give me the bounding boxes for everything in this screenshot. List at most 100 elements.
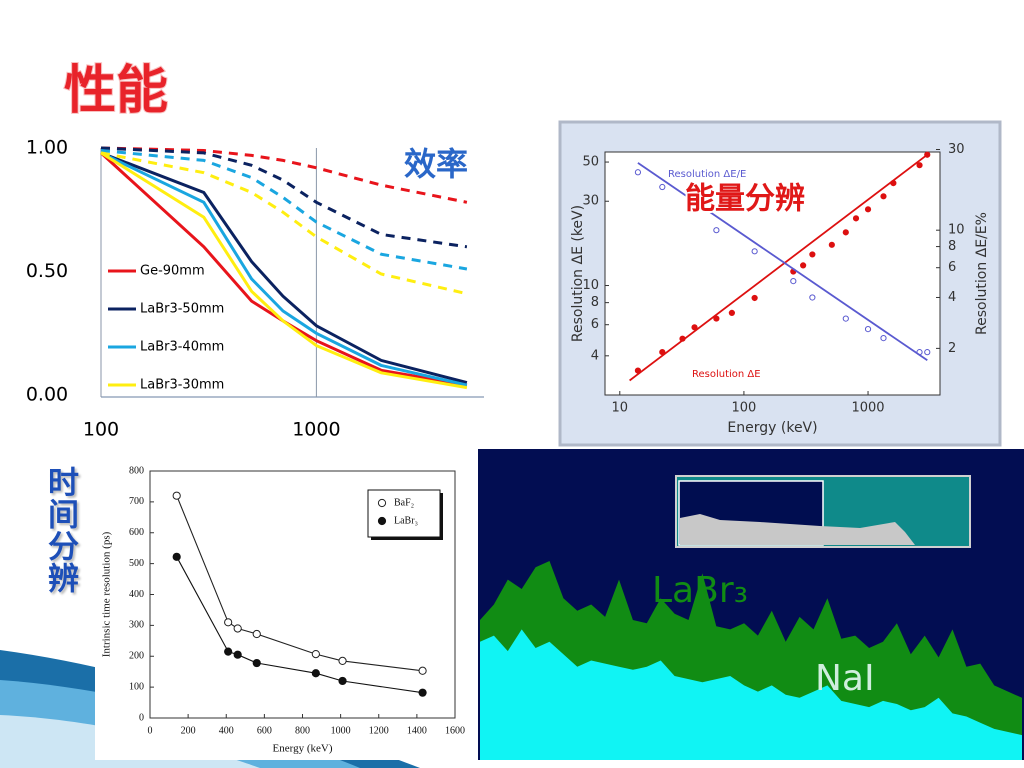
x-tick-label: 1600 — [445, 725, 465, 736]
x-axis-label: Energy (keV) — [727, 420, 817, 436]
x-tick-label: 1000 — [292, 419, 340, 441]
data-point — [311, 669, 320, 678]
data-point — [916, 162, 923, 169]
series-line — [100, 151, 468, 296]
y2-tick-label: 2 — [948, 341, 956, 356]
slide-title: 性能 — [64, 61, 168, 121]
legend-label: LaBr3-30mm — [140, 378, 224, 393]
legend-marker — [377, 516, 387, 526]
data-point — [634, 169, 642, 176]
series-line — [100, 149, 468, 271]
y-tick-label: 50 — [582, 155, 599, 170]
x-tick-label: 1000 — [851, 401, 884, 416]
series-label: NaI — [815, 658, 875, 699]
data-point — [252, 629, 261, 639]
legend-label: Ge-90mm — [140, 264, 205, 279]
data-point — [224, 647, 233, 656]
data-point — [713, 315, 720, 322]
y-tick-label: 600 — [129, 527, 144, 538]
data-point — [809, 294, 816, 301]
y-axis-label: Resolution ΔE (keV) — [570, 205, 586, 342]
y-tick-label: 30 — [582, 194, 599, 209]
side-label: 时间分辨 — [42, 466, 78, 594]
y-tick-label: 400 — [129, 589, 144, 600]
data-point — [880, 193, 887, 200]
y-tick-label: 500 — [129, 558, 144, 569]
data-point — [751, 248, 758, 255]
y2-axis-label: Resolution ΔE/E% — [974, 212, 990, 335]
y2-tick-label: 6 — [948, 260, 956, 275]
y-tick-label: 0.00 — [26, 384, 68, 406]
y-axis-label: Intrinsic time resolution (ps) — [101, 531, 113, 657]
data-point — [864, 206, 872, 213]
x-tick-label: 10 — [612, 401, 629, 416]
data-point — [852, 215, 860, 222]
series-label: LaBr₃ — [652, 570, 748, 611]
series-line — [100, 146, 468, 204]
y2-tick-label: 10 — [948, 223, 965, 238]
series-line — [100, 151, 468, 390]
legend-label: Resolution ΔE/E — [668, 169, 746, 180]
data-point — [800, 262, 807, 269]
y-tick-label: 0.50 — [26, 260, 68, 282]
data-point — [924, 349, 931, 356]
x-tick-label: 600 — [257, 725, 272, 736]
x-tick-label: 100 — [732, 401, 757, 416]
y-tick-label: 0 — [139, 712, 144, 723]
data-point — [842, 315, 849, 322]
data-point — [338, 676, 347, 686]
data-point — [224, 618, 233, 627]
data-point — [252, 658, 261, 668]
y-tick-label: 100 — [129, 681, 144, 692]
y-tick-label: 8 — [591, 295, 599, 310]
data-point — [751, 294, 758, 302]
data-point — [842, 229, 849, 236]
legend-label: LaBr3-50mm — [140, 302, 224, 317]
data-point — [338, 656, 347, 665]
data-point — [828, 241, 835, 248]
y-tick-label: 1.00 — [26, 137, 68, 159]
y-tick-label: 4 — [591, 348, 599, 363]
x-tick-label: 1400 — [407, 725, 427, 736]
annotation: 能量分辨 — [685, 182, 805, 217]
data-point — [418, 666, 427, 675]
legend-label: Resolution ΔE — [692, 369, 761, 380]
legend-label: BaF₂ — [394, 497, 414, 508]
data-point — [809, 251, 816, 258]
x-tick-label: 1200 — [369, 725, 389, 736]
series-line — [100, 151, 468, 387]
y-tick-label: 800 — [129, 465, 144, 476]
x-tick-label: 400 — [219, 725, 234, 736]
y-tick-label: 300 — [129, 620, 144, 631]
data-point — [713, 227, 720, 234]
y-tick-label: 200 — [129, 651, 144, 662]
data-point — [659, 183, 666, 191]
series-line — [100, 146, 468, 249]
data-point — [418, 688, 427, 697]
data-point — [790, 277, 797, 285]
x-tick-label: 0 — [148, 725, 153, 736]
series-line — [100, 151, 468, 385]
data-point — [864, 326, 872, 333]
y2-tick-label: 4 — [948, 290, 956, 305]
x-tick-label: 100 — [83, 419, 119, 441]
y-tick-label: 10 — [582, 278, 599, 293]
series-area — [480, 629, 1022, 760]
data-point — [233, 650, 242, 659]
y2-tick-label: 8 — [948, 239, 956, 254]
data-point — [172, 552, 181, 561]
legend-box — [367, 489, 441, 538]
x-axis-label: Energy (keV) — [273, 743, 333, 755]
x-tick-label: 200 — [181, 725, 196, 736]
y-tick-label: 6 — [591, 317, 599, 332]
series-line — [629, 153, 928, 382]
legend-label: LaBr3-40mm — [140, 340, 224, 355]
legend-marker — [377, 498, 387, 508]
data-point — [691, 324, 698, 331]
inset-spectrum — [680, 514, 915, 545]
data-point — [880, 335, 887, 342]
series-line — [637, 162, 928, 362]
y-tick-label: 700 — [129, 496, 144, 507]
x-tick-label: 800 — [295, 725, 310, 736]
